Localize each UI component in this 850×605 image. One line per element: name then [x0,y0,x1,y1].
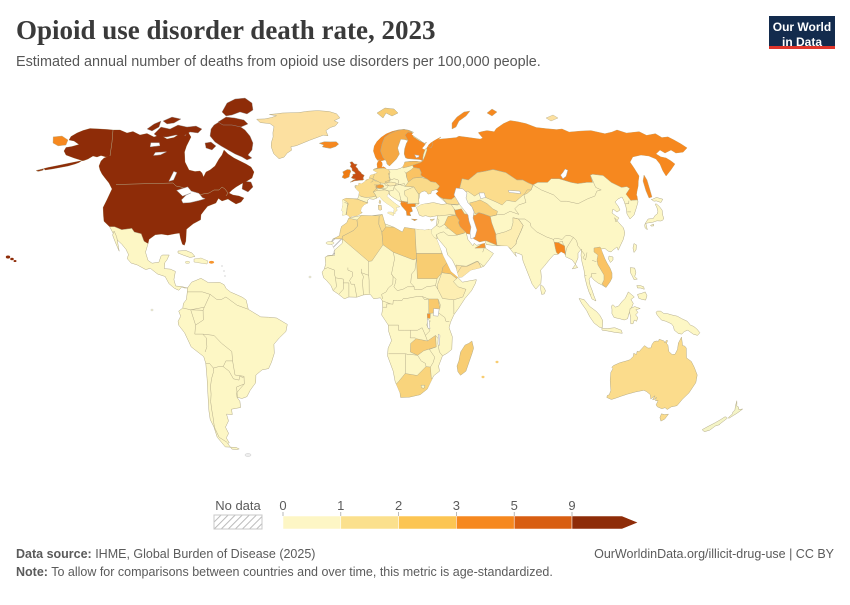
svg-text:3: 3 [453,498,460,513]
svg-text:2: 2 [395,498,402,513]
svg-text:No data: No data [215,498,261,513]
svg-text:0: 0 [279,498,286,513]
svg-text:5: 5 [511,498,518,513]
svg-text:1: 1 [337,498,344,513]
svg-text:9: 9 [568,498,575,513]
